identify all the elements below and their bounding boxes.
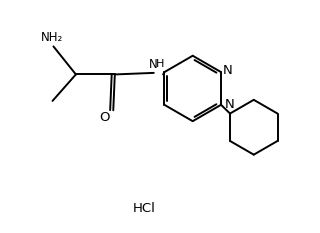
Text: N: N bbox=[149, 58, 157, 71]
Text: H: H bbox=[156, 59, 164, 69]
Text: HCl: HCl bbox=[133, 202, 156, 215]
Text: N: N bbox=[223, 64, 233, 77]
Text: N: N bbox=[225, 98, 234, 111]
Text: NH₂: NH₂ bbox=[41, 31, 63, 44]
Text: O: O bbox=[99, 111, 110, 124]
